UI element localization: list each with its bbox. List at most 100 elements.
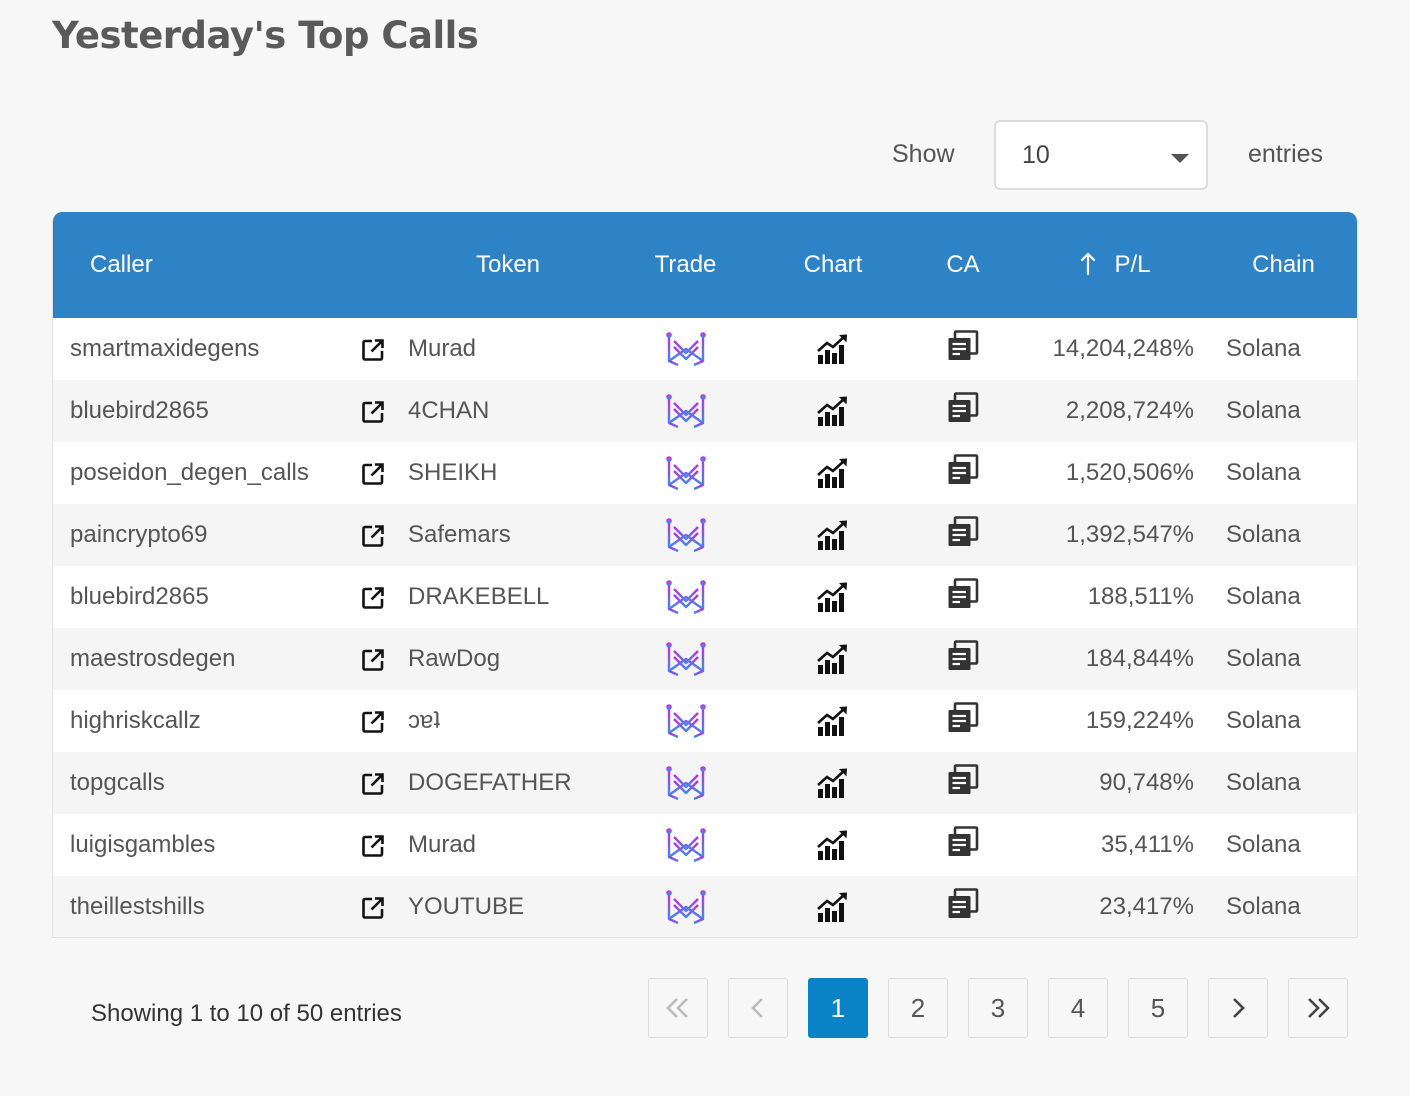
maestro-logo-icon[interactable] (608, 380, 763, 442)
page-button-5[interactable]: 5 (1128, 978, 1188, 1038)
last-page-button[interactable] (1288, 978, 1348, 1038)
copy-document-icon[interactable] (903, 690, 1023, 752)
maestro-logo-icon[interactable] (608, 442, 763, 504)
external-link-icon[interactable] (338, 628, 408, 690)
copy-document-icon[interactable] (903, 814, 1023, 876)
token-name: ɔɐʇ (408, 707, 441, 734)
double-chevron-left-icon (666, 998, 688, 1018)
copy-document-icon[interactable] (903, 752, 1023, 814)
chain-name: Solana (1226, 769, 1301, 796)
calls-table: Caller Token Trade Chart CA P/L Chain sm… (53, 212, 1357, 937)
table-row: bluebird2865 DRAKEBELL 188,511% Solana (53, 566, 1357, 628)
copy-document-icon[interactable] (903, 628, 1023, 690)
next-page-button[interactable] (1208, 978, 1268, 1038)
column-header-chart[interactable]: Chart (763, 212, 903, 318)
table-row: smartmaxidegens Murad 14,204,248% Solana (53, 318, 1357, 380)
token-header-label: Token (475, 251, 541, 278)
arrow-up-icon (1080, 249, 1096, 277)
caller-name: topgcalls (70, 769, 165, 796)
caller-name: bluebird2865 (70, 583, 209, 610)
first-page-button[interactable] (648, 978, 708, 1038)
chain-name: Solana (1226, 459, 1301, 486)
chain-name: Solana (1226, 397, 1301, 424)
bar-chart-up-icon[interactable] (763, 814, 903, 876)
column-header-link (338, 212, 408, 318)
bar-chart-up-icon[interactable] (763, 876, 903, 937)
token-name: Murad (408, 335, 477, 362)
profit-loss-value: 14,204,248% (1052, 335, 1194, 362)
table-row: poseidon_degen_calls SHEIKH 1,520,506% Sola… (53, 442, 1357, 504)
maestro-logo-icon[interactable] (608, 504, 763, 566)
bar-chart-up-icon[interactable] (763, 442, 903, 504)
copy-document-icon[interactable] (903, 380, 1023, 442)
bar-chart-up-icon[interactable] (763, 690, 903, 752)
bar-chart-up-icon[interactable] (763, 504, 903, 566)
calls-table-container: Caller Token Trade Chart CA P/L Chain sm… (52, 212, 1358, 938)
pl-header-label: P/L (1114, 251, 1151, 278)
bar-chart-up-icon[interactable] (763, 318, 903, 380)
page-button-2[interactable]: 2 (888, 978, 948, 1038)
column-header-ca[interactable]: CA (903, 212, 1023, 318)
caller-header-label: Caller (90, 251, 153, 278)
chain-name: Solana (1226, 521, 1301, 548)
chevron-left-icon (751, 998, 763, 1018)
external-link-icon[interactable] (338, 318, 408, 380)
entries-per-page-value: 10 (1022, 141, 1050, 169)
profit-loss-value: 2,208,724% (1065, 397, 1194, 424)
maestro-logo-icon[interactable] (608, 752, 763, 814)
ca-header-label: CA (946, 251, 980, 278)
caller-name: highriskcallz (70, 707, 201, 734)
copy-document-icon[interactable] (903, 876, 1023, 937)
profit-loss-value: 35,411% (1101, 831, 1194, 858)
profit-loss-value: 1,520,506% (1065, 459, 1194, 486)
page-button-1[interactable]: 1 (808, 978, 868, 1038)
copy-document-icon[interactable] (903, 504, 1023, 566)
token-name: SHEIKH (408, 459, 498, 486)
caller-name: maestrosdegen (70, 645, 236, 672)
caller-name: smartmaxidegens (70, 335, 260, 362)
external-link-icon[interactable] (338, 814, 408, 876)
caller-name: theillestshills (70, 893, 205, 920)
bar-chart-up-icon[interactable] (763, 380, 903, 442)
column-header-pl[interactable]: P/L (1023, 212, 1208, 318)
table-row: highriskcallz ɔɐʇ 159,224% Solana (53, 690, 1357, 752)
page-button-4[interactable]: 4 (1048, 978, 1108, 1038)
previous-page-button[interactable] (728, 978, 788, 1038)
external-link-icon[interactable] (338, 380, 408, 442)
token-name: DRAKEBELL (408, 583, 550, 610)
external-link-icon[interactable] (338, 566, 408, 628)
maestro-logo-icon[interactable] (608, 876, 763, 937)
token-name: Safemars (408, 521, 511, 548)
token-name: 4CHAN (408, 397, 490, 424)
token-name: DOGEFATHER (408, 769, 572, 796)
page-button-3[interactable]: 3 (968, 978, 1028, 1038)
bar-chart-up-icon[interactable] (763, 752, 903, 814)
trade-header-label: Trade (654, 251, 717, 278)
bar-chart-up-icon[interactable] (763, 628, 903, 690)
maestro-logo-icon[interactable] (608, 690, 763, 752)
external-link-icon[interactable] (338, 442, 408, 504)
token-name: YOUTUBE (408, 893, 525, 920)
external-link-icon[interactable] (338, 752, 408, 814)
maestro-logo-icon[interactable] (608, 318, 763, 380)
maestro-logo-icon[interactable] (608, 566, 763, 628)
entries-per-page-select[interactable]: 10 (994, 120, 1208, 190)
copy-document-icon[interactable] (903, 566, 1023, 628)
column-header-token[interactable]: Token (408, 212, 608, 318)
external-link-icon[interactable] (338, 690, 408, 752)
caller-name: paincrypto69 (70, 521, 208, 548)
chart-header-label: Chart (803, 251, 863, 278)
bar-chart-up-icon[interactable] (763, 566, 903, 628)
maestro-logo-icon[interactable] (608, 814, 763, 876)
table-info: Showing 1 to 10 of 50 entries (91, 1000, 402, 1027)
external-link-icon[interactable] (338, 876, 408, 937)
external-link-icon[interactable] (338, 504, 408, 566)
copy-document-icon[interactable] (903, 318, 1023, 380)
column-header-chain[interactable]: Chain (1208, 212, 1357, 318)
column-header-caller[interactable]: Caller (53, 212, 338, 318)
column-header-trade[interactable]: Trade (608, 212, 763, 318)
double-chevron-right-icon (1308, 998, 1330, 1018)
copy-document-icon[interactable] (903, 442, 1023, 504)
maestro-logo-icon[interactable] (608, 628, 763, 690)
table-row: paincrypto69 Safemars 1,392,547% Solana (53, 504, 1357, 566)
